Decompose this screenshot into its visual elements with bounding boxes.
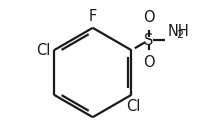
Text: F: F xyxy=(89,9,97,24)
Text: Cl: Cl xyxy=(36,43,50,58)
Text: 2: 2 xyxy=(176,30,184,40)
Text: S: S xyxy=(144,33,154,48)
Text: O: O xyxy=(143,10,155,25)
Text: Cl: Cl xyxy=(126,99,140,114)
Text: NH: NH xyxy=(167,24,189,39)
Text: O: O xyxy=(143,55,155,70)
